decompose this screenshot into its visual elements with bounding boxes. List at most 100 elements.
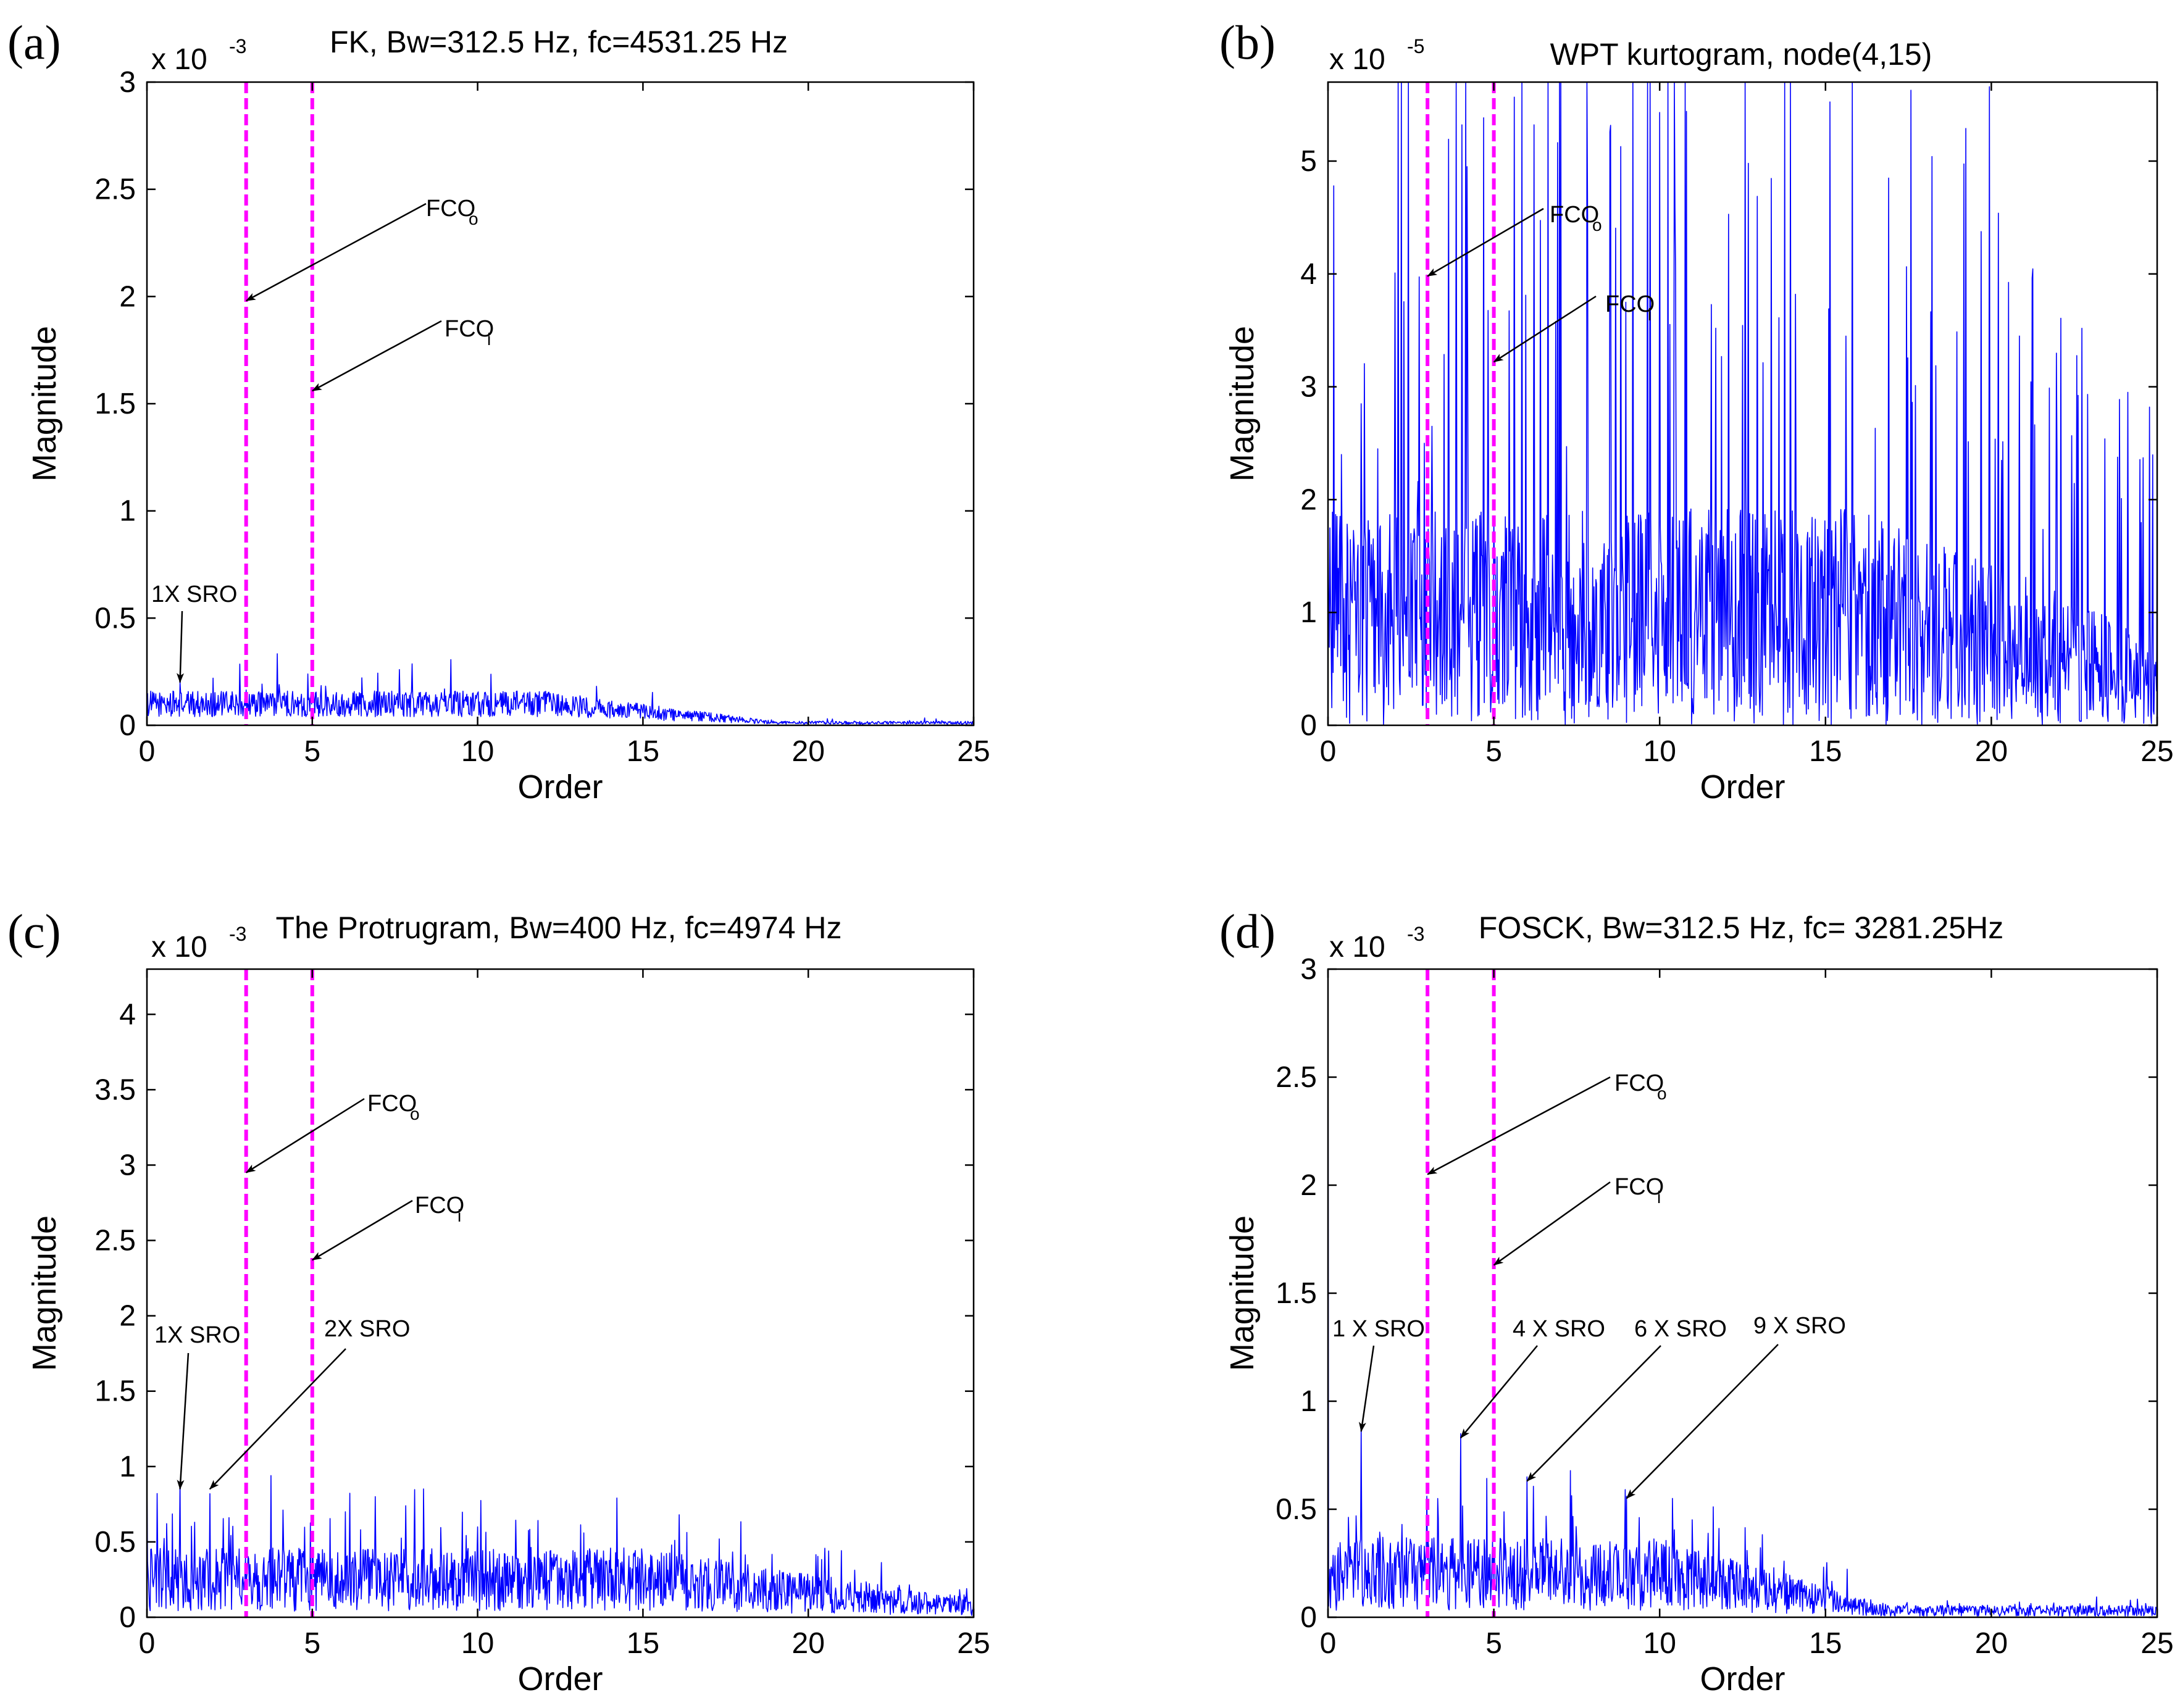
y-axis-label: Magnitude: [26, 1215, 63, 1371]
annotation-label: FCO: [1550, 202, 1599, 228]
annotation-subscript: i: [487, 330, 491, 349]
series-line-d: [1327, 969, 2158, 1617]
x-tick-label: 15: [1809, 1627, 1842, 1660]
annotation-subscript: i: [1657, 1188, 1661, 1207]
y-tick-label: 3: [119, 66, 136, 99]
x-tick-label: 20: [1975, 735, 2008, 768]
annotation-label: 9 X SRO: [1753, 1313, 1846, 1339]
series-line-a: [146, 653, 974, 725]
x-tick-label: 20: [792, 1627, 825, 1660]
x-tick-label: 25: [2140, 1627, 2173, 1660]
panel-b: 0 5 10 15 20 25 0 1 2 3 4 5 Order Magnitude WPT kurtog…: [1219, 15, 2174, 806]
panel-d: 0 5 10 15 20 25 0 0.5 1 1.5 2 2.5 3 Order Magnitude FOS…: [1219, 904, 2174, 1698]
y-tick-label: 1: [119, 1451, 136, 1483]
panel-label: (b): [1219, 15, 1276, 69]
y-tick-label: 1: [119, 495, 136, 528]
x-tick-label: 25: [957, 1627, 990, 1660]
y-tick-label: 0.5: [94, 1526, 136, 1559]
y-tick-label: 2: [119, 1300, 136, 1333]
annotation-arrow: [1460, 1345, 1538, 1439]
annotation-arrow: [311, 1199, 413, 1261]
x-tick-label: 0: [139, 735, 156, 768]
y-tick-label: 0: [1300, 1601, 1317, 1634]
annotation-subscript: o: [1657, 1084, 1667, 1103]
chart-title: The Protrugram, Bw=400 Hz, fc=4974 Hz: [275, 910, 842, 945]
annotation-arrow: [209, 1348, 346, 1490]
x-tick-label: 20: [1975, 1627, 2008, 1660]
x-axis-label: Order: [517, 769, 603, 806]
x-tick-label: 10: [1643, 735, 1676, 768]
annotation-subscript: o: [1592, 215, 1602, 235]
y-tick-label: 1: [1300, 1385, 1317, 1418]
x-tick-label: 0: [139, 1627, 156, 1660]
scale-factor: x 10: [1329, 43, 1385, 76]
y-tick-label: 2.5: [1276, 1061, 1317, 1094]
annotation-label: 1X SRO: [151, 581, 237, 607]
annotation-label: 4 X SRO: [1513, 1316, 1605, 1342]
y-tick-label: 3: [1300, 371, 1317, 404]
x-tick-label: 5: [304, 1627, 320, 1660]
x-tick-label: 5: [1485, 735, 1502, 768]
annotation-label: FCO: [415, 1193, 464, 1219]
annotation-arrow: [245, 1098, 365, 1173]
annotation-subscript: i: [457, 1206, 461, 1225]
chart-title: WPT kurtogram, node(4,15): [1550, 37, 1932, 72]
y-tick-label: 2.5: [94, 1225, 136, 1257]
y-tick-label: 0: [119, 1601, 136, 1634]
x-tick-label: 10: [1643, 1627, 1676, 1660]
annotation-subscript: o: [410, 1104, 420, 1123]
y-axis-label: Magnitude: [26, 326, 63, 481]
x-axis-label: Order: [1700, 1660, 1785, 1698]
y-tick-label: 1.5: [94, 388, 136, 420]
annotation-label: FCO: [1614, 1174, 1664, 1200]
x-tick-label: 0: [1320, 1627, 1337, 1660]
x-tick-label: 10: [461, 735, 494, 768]
annotation-arrow: [1427, 1076, 1611, 1175]
panel-label: (a): [7, 15, 61, 69]
x-tick-label: 15: [1809, 735, 1842, 768]
y-tick-label: 3: [1300, 953, 1317, 986]
y-tick-label: 2: [1300, 483, 1317, 516]
annotation-label: FCO: [1614, 1070, 1664, 1096]
x-tick-label: 10: [461, 1627, 494, 1660]
annotation-arrow: [1493, 1181, 1611, 1266]
annotation-label: 1X SRO: [154, 1322, 240, 1348]
annotation-arrow: [1427, 207, 1544, 277]
axis-box: [146, 968, 975, 1618]
y-tick-label: 1.5: [1276, 1277, 1317, 1310]
scale-factor: x 10: [1329, 931, 1385, 964]
x-tick-label: 20: [792, 735, 825, 768]
annotation-arrow: [177, 610, 185, 683]
axis-box: [1327, 968, 2158, 1618]
y-tick-label: 1.5: [94, 1375, 136, 1408]
scale-exponent: -3: [229, 923, 246, 945]
x-tick-label: 5: [1485, 1627, 1502, 1660]
annotation-arrow: [311, 320, 442, 392]
chart-title: FK, Bw=312.5 Hz, fc=4531.25 Hz: [330, 25, 788, 59]
panel-label: (d): [1219, 904, 1276, 958]
y-tick-label: 2: [119, 280, 136, 313]
y-tick-label: 4: [1300, 258, 1317, 291]
y-tick-label: 3.5: [94, 1073, 136, 1106]
x-tick-label: 15: [627, 735, 659, 768]
y-tick-label: 3: [119, 1149, 136, 1181]
annotation-label: 2X SRO: [324, 1316, 410, 1342]
scale-exponent: -3: [1407, 923, 1424, 945]
y-tick-label: 2: [1300, 1169, 1317, 1202]
x-axis-label: Order: [1700, 769, 1785, 806]
x-tick-label: 15: [627, 1627, 659, 1660]
panel-c: 0 5 10 15 20 25 0 0.5 1 1.5 2 2.5 3 3.5 4 Order Magnitud…: [7, 904, 990, 1698]
y-tick-label: 4: [119, 998, 136, 1031]
x-tick-label: 5: [304, 735, 320, 768]
y-axis-label: Magnitude: [1224, 326, 1261, 481]
panel-a: 0 5 10 15 20 25 0 0.5 1 1.5 2 2.5 3 Order Magnitude FK,…: [7, 15, 990, 806]
x-tick-label: 25: [2140, 735, 2173, 768]
annotation-label: FCO: [445, 316, 494, 342]
annotation-subscript: i: [1648, 305, 1652, 324]
y-tick-label: 5: [1300, 145, 1317, 178]
y-tick-label: 1: [1300, 596, 1317, 629]
scale-exponent: -3: [229, 35, 246, 57]
annotation-label: 1 X SRO: [1332, 1316, 1425, 1342]
x-axis-label: Order: [517, 1660, 603, 1698]
